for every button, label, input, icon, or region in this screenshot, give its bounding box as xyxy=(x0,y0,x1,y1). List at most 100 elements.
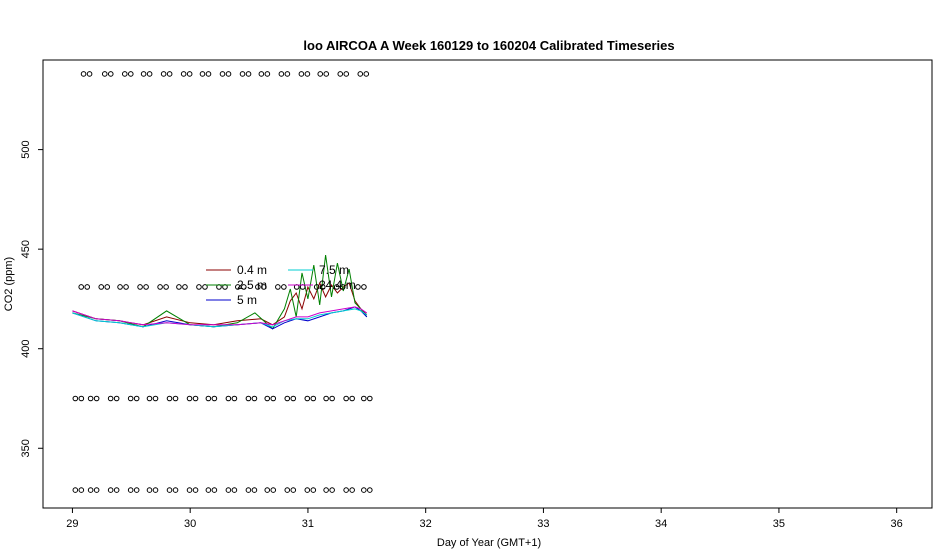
marker-point xyxy=(78,284,85,290)
marker-point xyxy=(264,395,271,402)
marker-point xyxy=(290,395,297,402)
marker-point xyxy=(239,71,246,77)
y-tick-label: 500 xyxy=(20,140,32,158)
marker-point xyxy=(176,284,182,290)
marker-point xyxy=(329,395,335,402)
legend-label-3: 7.5 m xyxy=(319,263,349,277)
marker-layer xyxy=(72,71,373,493)
marker-point xyxy=(231,487,238,493)
marker-point xyxy=(202,284,208,290)
marker-point xyxy=(361,284,367,290)
marker-point xyxy=(98,284,105,290)
marker-point xyxy=(107,487,114,493)
marker-point xyxy=(143,284,149,290)
marker-point xyxy=(284,487,291,493)
marker-point xyxy=(104,284,111,290)
marker-point xyxy=(245,71,252,77)
legend: 0.4 m2.5 m5 m 7.5 m24.4 m xyxy=(206,263,356,307)
series-layer xyxy=(72,255,368,330)
marker-point xyxy=(304,487,311,493)
marker-point xyxy=(304,71,311,77)
marker-point xyxy=(196,284,202,290)
y-axis-label: CO2 (ppm) xyxy=(3,257,15,311)
marker-point xyxy=(290,487,297,493)
marker-point xyxy=(367,395,373,402)
marker-point xyxy=(182,284,188,290)
marker-point xyxy=(93,395,100,402)
marker-point xyxy=(180,71,187,77)
marker-point xyxy=(270,487,277,493)
marker-point xyxy=(357,71,364,77)
marker-point xyxy=(113,395,120,402)
x-tick-label: 29 xyxy=(66,518,78,530)
x-tick-label: 32 xyxy=(420,518,432,530)
marker-point xyxy=(152,395,159,402)
marker-point xyxy=(157,284,163,290)
marker-point xyxy=(205,71,212,77)
x-tick-label: 35 xyxy=(773,518,785,530)
marker-point xyxy=(146,71,153,77)
marker-point xyxy=(192,395,199,402)
marker-point xyxy=(72,487,79,493)
marker-point xyxy=(127,71,134,77)
marker-point xyxy=(281,284,287,290)
marker-point xyxy=(205,487,212,493)
marker-point xyxy=(78,487,85,493)
y-axis: 350 400 450 500 xyxy=(20,140,43,457)
marker-point xyxy=(323,395,329,402)
marker-point xyxy=(133,487,140,493)
x-axis-label: Day of Year (GMT+1) xyxy=(437,537,541,549)
marker-point xyxy=(313,284,320,290)
legend-label-1: 2.5 m xyxy=(237,278,267,292)
legend-label-2: 5 m xyxy=(237,293,257,307)
marker-point xyxy=(231,395,238,402)
marker-point xyxy=(146,487,153,493)
marker-point xyxy=(225,71,232,77)
marker-point xyxy=(192,487,199,493)
marker-point xyxy=(333,284,340,290)
marker-point xyxy=(121,71,128,77)
marker-point xyxy=(86,71,93,77)
marker-point xyxy=(93,487,100,493)
marker-point xyxy=(140,71,147,77)
marker-point xyxy=(199,71,206,77)
marker-point xyxy=(310,395,317,402)
series-line-4 xyxy=(72,306,368,326)
marker-point xyxy=(172,487,179,493)
marker-point xyxy=(349,487,355,493)
marker-point xyxy=(113,487,120,493)
marker-point xyxy=(211,395,218,402)
marker-point xyxy=(87,395,94,402)
marker-point xyxy=(329,487,335,493)
marker-point xyxy=(251,487,258,493)
marker-point xyxy=(186,487,193,493)
y-tick-label: 350 xyxy=(20,439,32,457)
series-line-3 xyxy=(72,308,368,328)
x-tick-label: 30 xyxy=(184,518,196,530)
marker-point xyxy=(117,284,123,290)
marker-point xyxy=(172,395,179,402)
marker-point xyxy=(241,284,247,290)
x-tick-label: 36 xyxy=(891,518,903,530)
marker-point xyxy=(355,284,361,290)
marker-point xyxy=(186,395,193,402)
marker-point xyxy=(337,71,344,77)
marker-point xyxy=(107,395,114,402)
marker-point xyxy=(133,395,140,402)
marker-point xyxy=(361,395,367,402)
marker-point xyxy=(264,71,271,77)
marker-point xyxy=(258,71,265,77)
marker-point xyxy=(211,487,218,493)
marker-point xyxy=(123,284,129,290)
marker-point xyxy=(339,284,346,290)
marker-point xyxy=(298,71,305,77)
marker-point xyxy=(186,71,193,77)
marker-point xyxy=(343,487,349,493)
marker-point xyxy=(137,284,143,290)
x-axis: 29 30 31 32 33 34 35 36 xyxy=(66,508,903,530)
marker-point xyxy=(166,487,173,493)
marker-point xyxy=(205,395,212,402)
marker-point xyxy=(72,395,79,402)
marker-point xyxy=(160,71,167,77)
series-line-0 xyxy=(72,281,368,326)
